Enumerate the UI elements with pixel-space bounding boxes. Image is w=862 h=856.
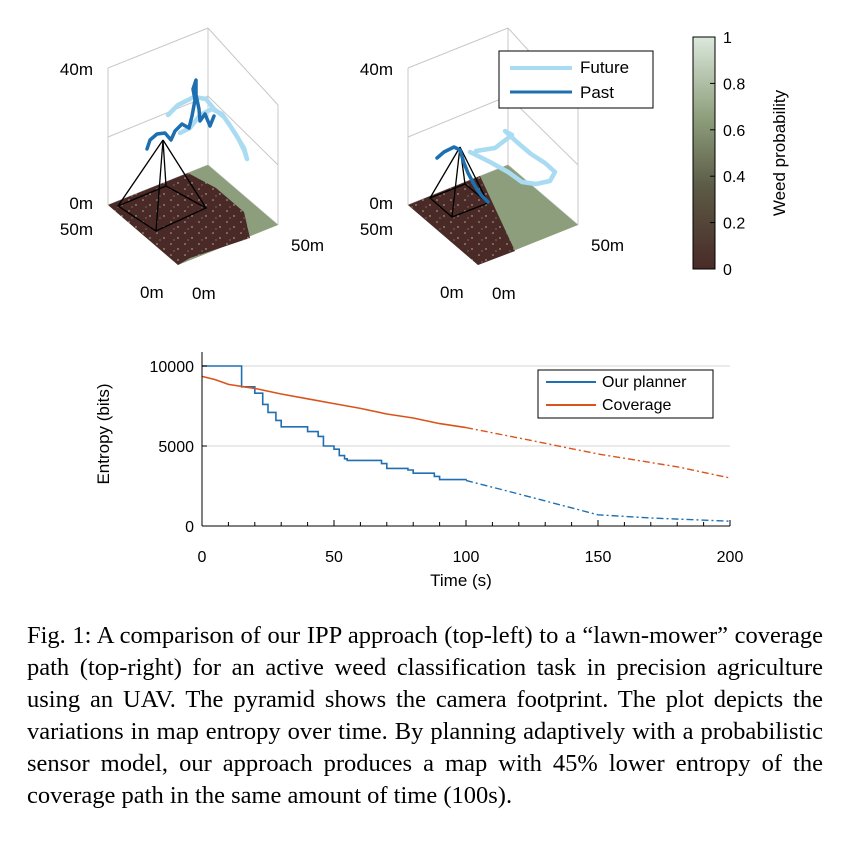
y-tick-label-2: 10000: [150, 359, 195, 376]
x-tick-label-1: 50: [325, 549, 343, 566]
scene-right-x-far-label: 50m: [591, 236, 624, 255]
scene-right-origin-y-label: 0m: [440, 283, 464, 302]
scene-right-weed-map: [408, 176, 515, 265]
colorbar: 0 0.2 0.4 0.6 0.8 1 Weed probability: [692, 30, 789, 279]
scene-right-z-bottom-label: 0m: [369, 194, 393, 213]
legend-future-label: Future: [580, 58, 629, 77]
y-tick-label-1: 5000: [158, 439, 194, 456]
colorbar-tick-label-3: 0.6: [723, 123, 745, 140]
y-axis-title: Entropy (bits): [94, 383, 113, 484]
chart-legend-box: [537, 369, 714, 419]
our-planner-line-dashed: [465, 479, 731, 522]
legend-coverage-label: Coverage: [602, 397, 671, 414]
colorbar-gradient: [692, 36, 716, 270]
colorbar-tick-label-4: 0.8: [723, 76, 745, 93]
scene-left-y-far-label: 50m: [60, 220, 93, 239]
x-tick-label-0: 0: [198, 549, 207, 566]
scene-right-past-path: [435, 145, 490, 204]
scene-left-x-far-label: 50m: [291, 236, 324, 255]
colorbar-label: Weed probability: [770, 89, 789, 216]
scene-left: 40m 0m 50m 50m 0m 0m: [60, 27, 324, 303]
scene-right-origin-x-label: 0m: [492, 284, 516, 303]
scene-left-z-bottom-label: 0m: [69, 194, 93, 213]
scene-right-y-far-label: 50m: [360, 220, 393, 239]
y-ticks: 0 5000 10000: [150, 359, 207, 536]
scene-left-origin-y-label: 0m: [140, 283, 164, 302]
legend-our-planner-label: Our planner: [602, 374, 687, 391]
figure-caption: Fig. 1: A comparison of our IPP approach…: [27, 620, 823, 812]
scene-left-future-path: [165, 94, 250, 162]
legend-past-label: Past: [580, 83, 614, 102]
scene-left-past-path: [145, 78, 216, 151]
colorbar-tick-label-0: 0: [723, 262, 732, 279]
caption-text: A comparison of our IPP approach (top-le…: [27, 622, 823, 809]
chart-series: [201, 365, 731, 522]
x-tick-label-3: 150: [585, 549, 612, 566]
scene-right: 40m 0m 50m 50m 0m 0m: [360, 27, 624, 303]
our-planner-line-solid: [202, 365, 467, 481]
scene-left-z-top-label: 40m: [60, 60, 93, 79]
entropy-chart: 0 50 100 150 200 0 5000 10000 Time (s) Entropy…: [94, 352, 743, 590]
path-legend-box: [498, 50, 654, 109]
figure: 40m 0m 50m 50m 0m 0m 40m: [60, 27, 789, 590]
colorbar-tick-label-2: 0.4: [723, 169, 745, 186]
colorbar-tick-label-5: 1: [723, 30, 732, 47]
y-tick-label-0: 0: [185, 519, 194, 536]
path-legend: Future Past: [498, 50, 654, 109]
x-axis-title: Time (s): [430, 571, 492, 590]
x-ticks: 0 50 100 150 200: [198, 520, 744, 566]
x-tick-label-2: 100: [453, 549, 480, 566]
chart-legend: Our planner Coverage: [537, 369, 714, 419]
scene-right-z-top-label: 40m: [360, 60, 393, 79]
coverage-line-dashed: [465, 426, 731, 479]
colorbar-ticks: 0 0.2 0.4 0.6 0.8 1: [710, 30, 745, 279]
scene-left-origin-x-label: 0m: [192, 284, 216, 303]
scene-left-camera-pyramid: [116, 139, 208, 232]
colorbar-tick-label-1: 0.2: [723, 216, 745, 233]
caption-label: Fig. 1:: [27, 622, 92, 649]
x-tick-label-4: 200: [717, 549, 744, 566]
coverage-line-solid: [201, 375, 467, 429]
scene-right-future-path: [467, 128, 558, 187]
